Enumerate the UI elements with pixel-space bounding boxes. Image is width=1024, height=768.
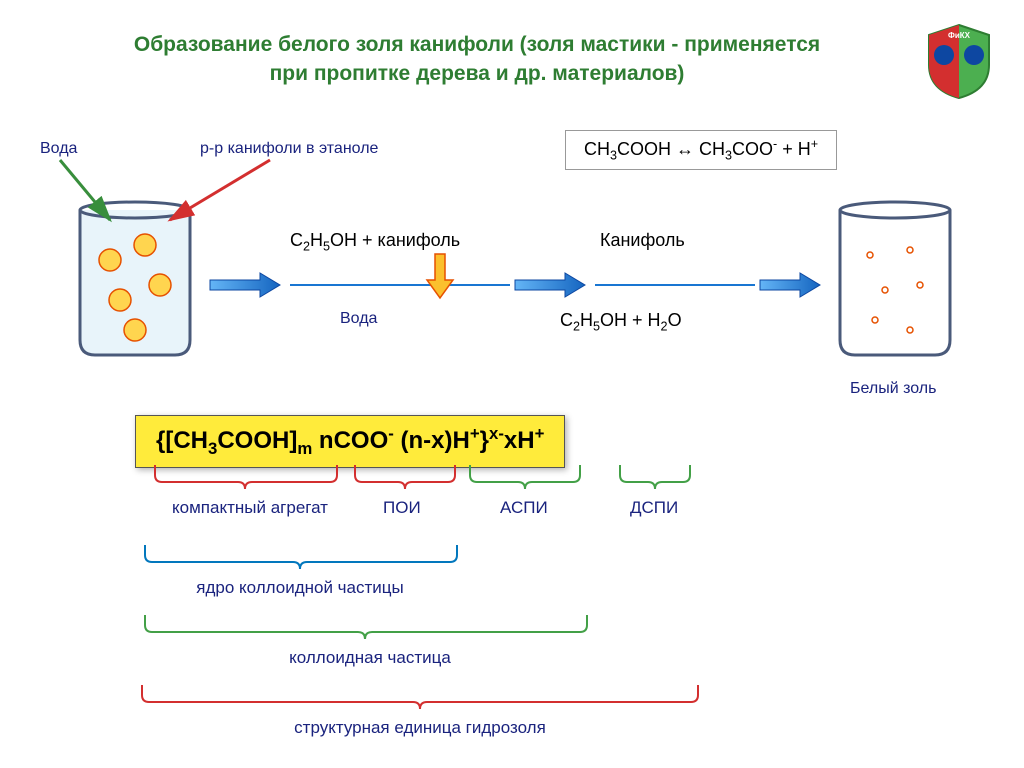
core-label: ядро коллоидной частицы bbox=[160, 578, 440, 598]
input-arrows bbox=[40, 150, 300, 250]
white-sol-label: Белый золь bbox=[850, 380, 936, 398]
rosin-label: Канифоль bbox=[600, 230, 685, 251]
down-arrow-icon bbox=[425, 252, 455, 302]
title-line2: при пропитке дерева и др. материалов) bbox=[270, 62, 685, 85]
poi-label: ПОИ bbox=[383, 498, 421, 518]
unit-label: структурная единица гидрозоля bbox=[230, 718, 610, 738]
aspi-label: АСПИ bbox=[500, 498, 548, 518]
aggregate-label: компактный агрегат bbox=[160, 498, 340, 518]
slide-title: Образование белого золя канифоли (золя м… bbox=[60, 30, 894, 89]
beaker-right bbox=[830, 200, 960, 360]
colloid-label: коллоидная частица bbox=[230, 648, 510, 668]
shield-logo-icon: ФиКХ bbox=[919, 20, 999, 100]
process-arrows bbox=[200, 265, 830, 325]
ethanol-rosin-label: C2H5OH + канифоль bbox=[290, 230, 460, 254]
equation-box: CH3COOH ↔ CH3COO- + H+ bbox=[565, 130, 837, 170]
title-line1: Образование белого золя канифоли (золя м… bbox=[134, 33, 820, 56]
dspi-label: ДСПИ bbox=[630, 498, 678, 518]
svg-text:ФиКХ: ФиКХ bbox=[948, 31, 971, 40]
